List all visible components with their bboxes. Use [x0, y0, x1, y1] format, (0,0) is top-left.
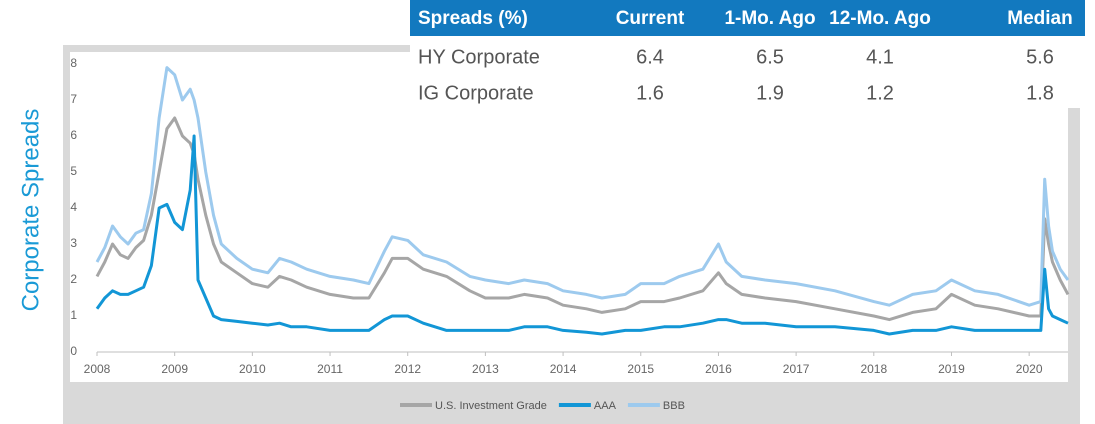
table-cell: HY Corporate — [418, 46, 540, 68]
x-tick-label: 2019 — [938, 362, 965, 376]
x-tick-label: 2020 — [1016, 362, 1043, 376]
table-header-cell: Median — [1007, 8, 1072, 29]
x-tick-label: 2009 — [161, 362, 188, 376]
table-cell: 6.5 — [756, 46, 784, 68]
series-line — [95, 66, 1070, 307]
legend-label: AAA — [594, 400, 617, 412]
table-cell: 6.4 — [636, 46, 664, 68]
y-tick-label: 8 — [70, 56, 77, 70]
x-tick-label: 2015 — [627, 362, 654, 376]
legend-label: U.S. Investment Grade — [435, 400, 547, 412]
x-tick-label: 2011 — [317, 362, 343, 376]
y-tick-label: 2 — [70, 272, 77, 286]
table-cell: 1.6 — [636, 82, 664, 104]
x-tick-label: 2008 — [84, 362, 111, 376]
x-tick-label: 2016 — [705, 362, 732, 376]
x-tick-label: 2010 — [239, 362, 266, 376]
summary-table: Spreads (%) Current 1-Mo. Ago 12-Mo. Ago Med… — [410, 0, 1085, 108]
y-tick-label: 4 — [70, 200, 77, 214]
table-header-cell: 1-Mo. Ago — [724, 8, 815, 29]
table-cell: 4.1 — [866, 46, 894, 68]
y-axis-label: Corporate Spreads — [17, 109, 44, 312]
y-tick-label: 7 — [70, 92, 77, 106]
table-header-cell: 12-Mo. Ago — [829, 8, 931, 29]
table-cell: 5.6 — [1026, 46, 1054, 68]
y-tick-label: 6 — [70, 128, 77, 142]
y-tick-label: 1 — [70, 308, 77, 322]
table-cell: 1.8 — [1026, 82, 1054, 104]
x-tick-label: 2012 — [394, 362, 421, 376]
table-cell: IG Corporate — [418, 82, 534, 104]
y-tick-label: 0 — [70, 344, 77, 358]
table-header-cell: Spreads (%) — [418, 8, 528, 29]
legend-label: BBB — [663, 400, 685, 412]
y-tick-label: 3 — [70, 236, 77, 250]
x-tick-label: 2017 — [783, 362, 810, 376]
table-header-bg — [410, 0, 1085, 36]
x-tick-label: 2018 — [860, 362, 887, 376]
table-header-cell: Current — [616, 8, 685, 29]
y-tick-label: 5 — [70, 164, 77, 178]
series-line — [95, 116, 1070, 322]
table-cell: 1.2 — [866, 82, 894, 104]
x-tick-label: 2013 — [472, 362, 499, 376]
table-body-bg — [410, 36, 1085, 108]
table-cell: 1.9 — [756, 82, 784, 104]
x-tick-label: 2014 — [550, 362, 577, 376]
series-line — [95, 134, 1069, 336]
